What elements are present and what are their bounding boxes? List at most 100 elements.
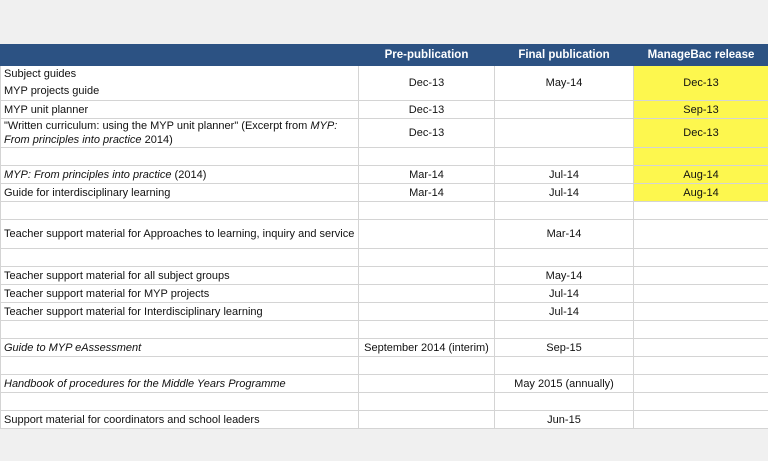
final-publication-cell: Jul-14	[494, 284, 634, 303]
pre-publication-cell: September 2014 (interim)	[358, 338, 495, 357]
empty-cell	[633, 201, 768, 220]
table-row: Teacher support material for MYP project…	[0, 284, 768, 303]
empty-cell	[358, 320, 495, 339]
empty-cell	[633, 248, 768, 267]
managebac-cell	[633, 284, 768, 303]
publication-table-container: Pre-publication Final publication Manage…	[0, 44, 768, 429]
row-label: Guide to MYP eAssessment	[0, 338, 359, 357]
table-row: Teacher support material for Interdiscip…	[0, 302, 768, 321]
final-publication-cell: May-14	[494, 65, 634, 101]
publication-schedule-table: Pre-publication Final publication Manage…	[0, 44, 768, 429]
final-publication-cell: May 2015 (annually)	[494, 374, 634, 393]
row-label: MYP: From principles into practice (2014…	[0, 165, 359, 184]
managebac-cell	[633, 410, 768, 429]
row-label: Teacher support material for MYP project…	[0, 284, 359, 303]
row-label-line: Subject guides	[4, 68, 77, 80]
header-pre-publication: Pre-publication	[358, 44, 495, 66]
pre-publication-cell: Dec-13	[358, 100, 495, 119]
final-publication-cell: Jul-14	[494, 183, 634, 202]
pre-publication-cell	[358, 374, 495, 393]
final-publication-cell: Jul-14	[494, 165, 634, 184]
table-row: MYP unit planner Dec-13 Sep-13	[0, 100, 768, 119]
table-row: Handbook of procedures for the Middle Ye…	[0, 374, 768, 393]
empty-cell	[0, 201, 359, 220]
empty-cell	[0, 392, 359, 411]
table-row: Teacher support material for Approaches …	[0, 219, 768, 249]
empty-cell	[358, 201, 495, 220]
row-label: Support material for coordinators and sc…	[0, 410, 359, 429]
empty-cell	[358, 147, 495, 166]
row-label-part: "Written curriculum: using the MYP unit …	[4, 120, 311, 132]
empty-cell	[0, 356, 359, 375]
managebac-cell	[633, 374, 768, 393]
managebac-cell	[633, 219, 768, 249]
header-managebac-release: ManageBac release	[633, 44, 768, 66]
empty-row	[0, 356, 768, 375]
row-label: Guide for interdisciplinary learning	[0, 183, 359, 202]
pre-publication-cell: Dec-13	[358, 65, 495, 101]
empty-cell	[0, 147, 359, 166]
managebac-cell: Aug-14	[633, 165, 768, 184]
row-label: Teacher support material for all subject…	[0, 266, 359, 285]
final-publication-cell: Sep-15	[494, 338, 634, 357]
empty-cell	[633, 320, 768, 339]
empty-cell	[633, 356, 768, 375]
managebac-cell	[633, 302, 768, 321]
managebac-cell: Dec-13	[633, 65, 768, 101]
empty-row	[0, 147, 768, 166]
empty-cell	[358, 356, 495, 375]
empty-cell	[494, 201, 634, 220]
row-label: Handbook of procedures for the Middle Ye…	[0, 374, 359, 393]
table-row: Teacher support material for all subject…	[0, 266, 768, 285]
empty-cell	[633, 392, 768, 411]
empty-cell	[0, 248, 359, 267]
final-publication-cell: Mar-14	[494, 219, 634, 249]
row-label: MYP unit planner	[0, 100, 359, 119]
row-label-line: MYP projects guide	[4, 85, 100, 97]
row-label: Teacher support material for Interdiscip…	[0, 302, 359, 321]
empty-row	[0, 392, 768, 411]
table-row: MYP: From principles into practice (2014…	[0, 165, 768, 184]
row-label: "Written curriculum: using the MYP unit …	[0, 118, 359, 148]
row-label-part: (2014)	[171, 168, 207, 181]
pre-publication-cell	[358, 410, 495, 429]
pre-publication-cell	[358, 302, 495, 321]
row-label-part: 2014)	[141, 134, 173, 146]
empty-cell	[494, 356, 634, 375]
row-label: Teacher support material for Approaches …	[0, 219, 359, 249]
row-label: Subject guides MYP projects guide	[0, 65, 359, 101]
empty-row	[0, 248, 768, 267]
final-publication-cell: Jun-15	[494, 410, 634, 429]
table-row: Subject guides MYP projects guide Dec-13…	[0, 65, 768, 101]
empty-cell	[358, 248, 495, 267]
managebac-cell	[633, 338, 768, 357]
table-row: "Written curriculum: using the MYP unit …	[0, 118, 768, 148]
empty-cell	[494, 392, 634, 411]
pre-publication-cell: Mar-14	[358, 183, 495, 202]
pre-publication-cell	[358, 284, 495, 303]
final-publication-cell	[494, 118, 634, 148]
header-final-publication: Final publication	[494, 44, 634, 66]
final-publication-cell: May-14	[494, 266, 634, 285]
empty-cell	[358, 392, 495, 411]
pre-publication-cell	[358, 219, 495, 249]
row-label-italic: MYP: From principles into practice	[4, 168, 172, 181]
managebac-cell: Aug-14	[633, 183, 768, 202]
empty-row	[0, 201, 768, 220]
managebac-cell: Dec-13	[633, 118, 768, 148]
row-label-italic: MYP: From principles into practice	[4, 120, 338, 146]
final-publication-cell	[494, 100, 634, 119]
table-row: Support material for coordinators and sc…	[0, 410, 768, 429]
managebac-cell: Sep-13	[633, 100, 768, 119]
empty-cell	[494, 320, 634, 339]
pre-publication-cell	[358, 266, 495, 285]
header-row: Pre-publication Final publication Manage…	[0, 44, 768, 66]
managebac-cell	[633, 266, 768, 285]
table-row: Guide to MYP eAssessment September 2014 …	[0, 338, 768, 357]
table-row: Guide for interdisciplinary learning Mar…	[0, 183, 768, 202]
empty-cell	[633, 147, 768, 166]
empty-row	[0, 320, 768, 339]
pre-publication-cell: Mar-14	[358, 165, 495, 184]
header-blank	[0, 44, 359, 66]
